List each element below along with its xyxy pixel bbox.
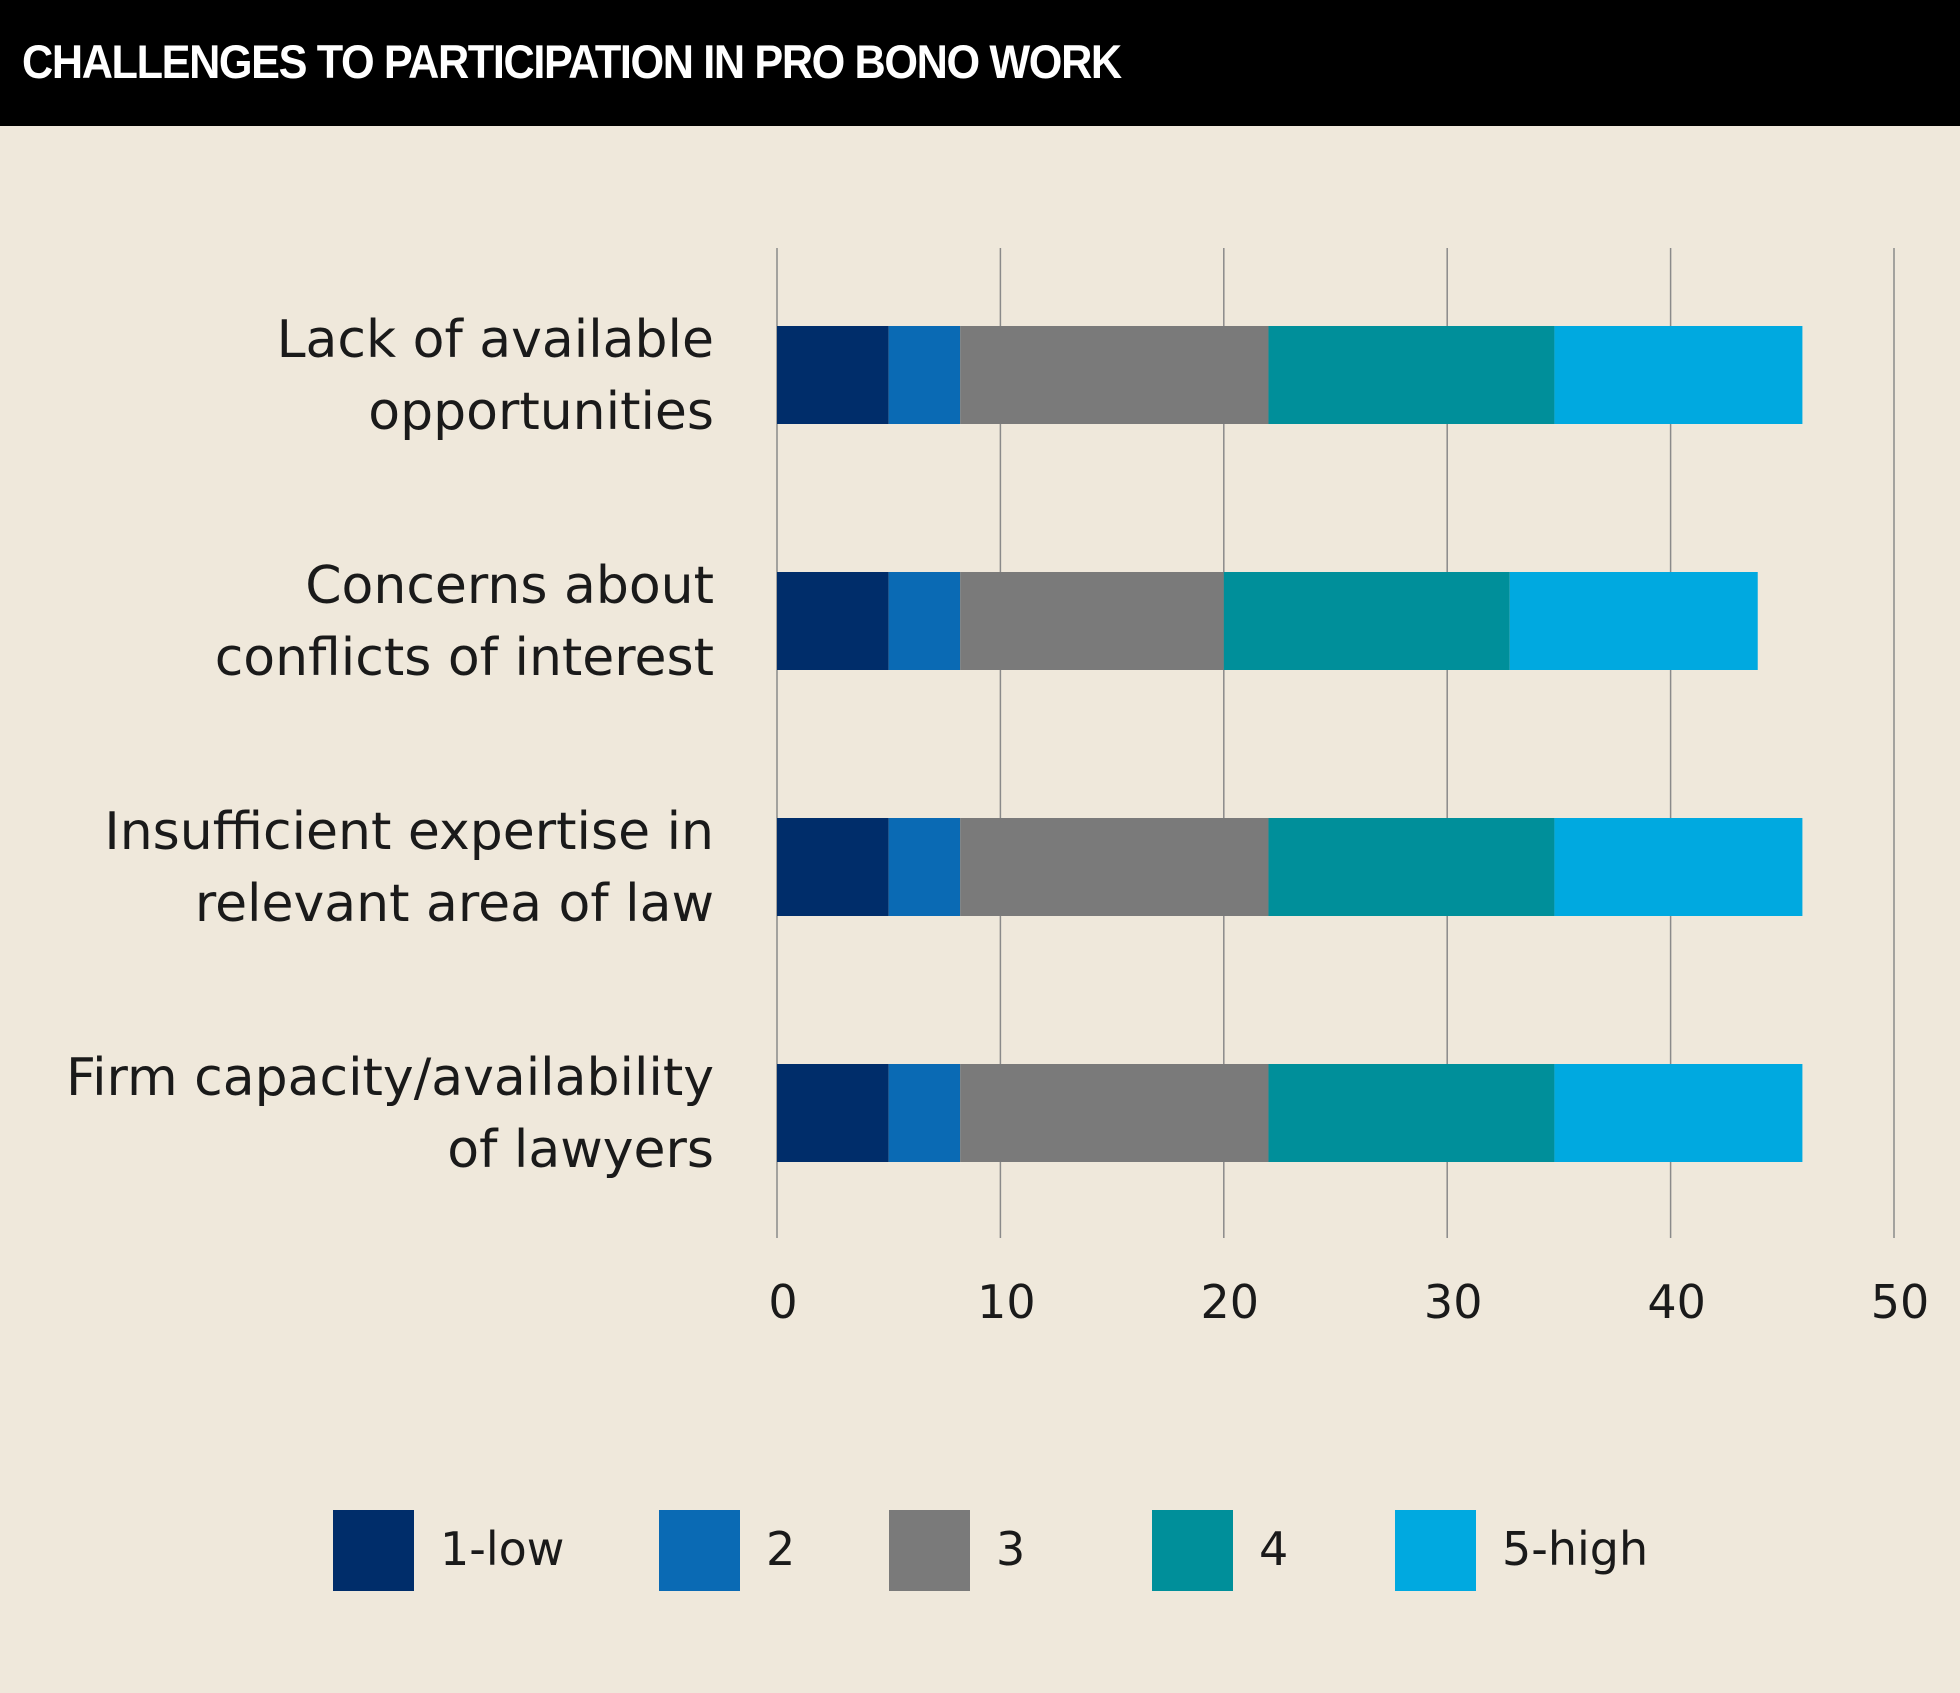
category-label-1-line-1: Lack of available	[277, 310, 714, 370]
legend-label-4: 4	[1259, 1522, 1289, 1576]
category-label-2-line-1: Concerns about	[305, 556, 714, 616]
category-label-3-line-2: relevant area of law	[195, 874, 714, 934]
chart-header: CHALLENGES TO PARTICIPATION IN PRO BONO …	[0, 0, 1960, 126]
category-label-4-line-1: Firm capacity/availability	[66, 1048, 714, 1108]
category-labels: Lack of available opportunities Concerns a…	[66, 310, 714, 1180]
legend-swatch-3	[889, 1510, 970, 1591]
legend: 1-low 2 3 4 5-high	[0, 1510, 1960, 1592]
bar-segment-2-4	[1223, 572, 1510, 670]
bar-segment-1-1-low	[777, 326, 889, 424]
category-label-4-line-2: of lawyers	[447, 1120, 714, 1180]
bar-segment-2-2	[888, 572, 961, 670]
bars	[777, 326, 1803, 1162]
category-label-2-line-2: conflicts of interest	[215, 628, 714, 688]
bar-segment-1-4	[1268, 326, 1555, 424]
bar-segment-4-1-low	[777, 1064, 889, 1162]
bar-segment-1-2	[888, 326, 961, 424]
legend-label-3: 3	[996, 1522, 1026, 1576]
bar-segment-3-1-low	[777, 818, 889, 916]
x-tick-label-40: 40	[1647, 1275, 1706, 1329]
bar-segment-4-3	[960, 1064, 1269, 1162]
bar-segment-1-3	[960, 326, 1269, 424]
bar-segment-2-3	[960, 572, 1224, 670]
bar-segment-3-5-high	[1554, 818, 1803, 916]
legend-swatch-4	[1152, 1510, 1233, 1591]
bar-segment-2-1-low	[777, 572, 889, 670]
x-axis-tick-labels: 0 10 20 30 40 50	[768, 1275, 1929, 1329]
category-label-3-line-1: Insufficient expertise in	[104, 802, 714, 862]
legend-label-2: 2	[766, 1522, 796, 1576]
bar-segment-2-5-high	[1509, 572, 1758, 670]
chart-title: CHALLENGES TO PARTICIPATION IN PRO BONO …	[22, 35, 1122, 88]
stacked-bar-chart: Lack of available opportunities Concerns a…	[66, 248, 1929, 1329]
x-tick-label-10: 10	[977, 1275, 1036, 1329]
legend-label-5-high: 5-high	[1502, 1522, 1649, 1576]
x-tick-label-30: 30	[1424, 1275, 1483, 1329]
bar-segment-4-2	[888, 1064, 961, 1162]
x-tick-label-0: 0	[768, 1275, 797, 1329]
legend-swatch-5-high	[1395, 1510, 1476, 1591]
bar-segment-3-2	[888, 818, 961, 916]
category-label-1-line-2: opportunities	[368, 382, 714, 442]
bar-segment-1-5-high	[1554, 326, 1803, 424]
bar-segment-4-4	[1268, 1064, 1555, 1162]
x-tick-label-50: 50	[1871, 1275, 1930, 1329]
legend-swatch-1-low	[333, 1510, 414, 1591]
x-tick-label-20: 20	[1201, 1275, 1260, 1329]
legend-label-1-low: 1-low	[440, 1522, 565, 1576]
bar-segment-3-4	[1268, 818, 1555, 916]
bar-segment-4-5-high	[1554, 1064, 1803, 1162]
legend-swatch-2	[659, 1510, 740, 1591]
bar-segment-3-3	[960, 818, 1269, 916]
